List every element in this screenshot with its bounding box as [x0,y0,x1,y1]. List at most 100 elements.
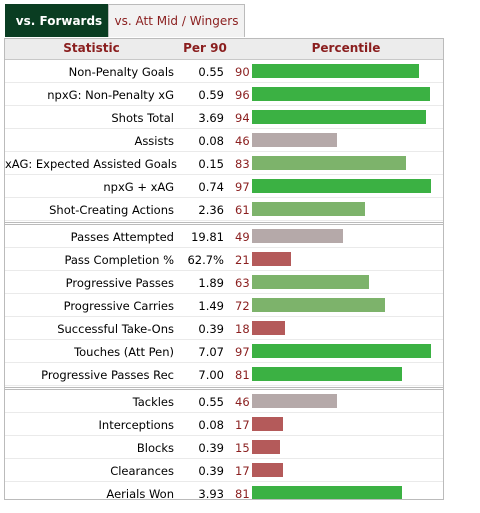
percentile-bar [252,229,343,243]
percentile-value: 61 [235,203,250,217]
table-row: Shot-Creating Actions 2.36 61 [5,198,443,221]
percentile-value: 17 [235,464,250,478]
percentile-value: 81 [235,487,250,500]
table-row: Aerials Won 3.93 81 [5,482,443,500]
table-row: Progressive Passes Rec 7.00 81 [5,363,443,386]
stat-name: npxG: Non-Penalty xG [47,88,174,102]
percentile-value: 15 [235,441,250,455]
stat-name: Interceptions [98,418,174,432]
percentile-bar [252,156,406,170]
table-row: Progressive Carries 1.49 72 [5,294,443,317]
percentile-value: 18 [235,322,250,336]
percentile-value: 49 [235,230,250,244]
stat-name: Passes Attempted [70,230,174,244]
per90-value: 0.74 [198,180,224,194]
percentile-value: 90 [235,65,250,79]
percentile-bar [252,486,402,499]
per90-value: 0.08 [198,134,224,148]
percentile-bar [252,367,402,381]
stat-name: Progressive Passes [65,276,174,290]
percentile-bar [252,87,430,101]
percentile-value: 81 [235,368,250,382]
table-row: Shots Total 3.69 94 [5,106,443,129]
per90-value: 2.36 [198,203,224,217]
table-row: Progressive Passes 1.89 63 [5,271,443,294]
stat-name: Successful Take-Ons [57,322,174,336]
percentile-value: 97 [235,180,250,194]
per90-value: 62.7% [187,253,224,267]
percentile-bar [252,202,365,216]
stat-name: Shot-Creating Actions [49,203,174,217]
per90-value: 1.89 [198,276,224,290]
header-per90: Per 90 [183,41,227,55]
stat-name: Touches (Att Pen) [74,345,174,359]
stat-name: Progressive Carries [63,299,174,313]
stat-name: Pass Completion % [64,253,174,267]
table-row: Interceptions 0.08 17 [5,413,443,436]
percentile-value: 94 [235,111,250,125]
table-row: xAG: Expected Assisted Goals 0.15 83 [5,152,443,175]
percentile-value: 46 [235,134,250,148]
percentile-value: 63 [235,276,250,290]
table-row: Assists 0.08 46 [5,129,443,152]
table-header: Statistic Per 90 Percentile [5,39,443,60]
per90-value: 0.55 [198,395,224,409]
table-row: Clearances 0.39 17 [5,459,443,482]
percentile-value: 72 [235,299,250,313]
group-separator [5,222,443,225]
table-row: Tackles 0.55 46 [5,390,443,413]
percentile-bar [252,394,337,408]
percentile-value: 46 [235,395,250,409]
stat-name: Non-Penalty Goals [68,65,174,79]
table-row: Passes Attempted 19.81 49 [5,225,443,248]
table-row: npxG: Non-Penalty xG 0.59 96 [5,83,443,106]
percentile-bar [252,252,291,266]
tab-vs-forwards[interactable]: vs. Forwards [5,4,113,37]
percentile-value: 21 [235,253,250,267]
stat-name: Blocks [136,441,174,455]
percentile-bar [252,64,419,78]
stat-name: Clearances [110,464,174,478]
per90-value: 0.39 [198,464,224,478]
per90-value: 0.39 [198,322,224,336]
per90-value: 7.07 [198,345,224,359]
stat-name: Assists [134,134,174,148]
per90-value: 0.39 [198,441,224,455]
tab-vs-att-mid-wingers[interactable]: vs. Att Mid / Wingers [108,4,245,37]
percentile-bar [252,298,385,312]
per90-value: 3.93 [198,487,224,500]
stat-name: npxG + xAG [103,180,174,194]
table-row: Blocks 0.39 15 [5,436,443,459]
per90-value: 1.49 [198,299,224,313]
table-row: Successful Take-Ons 0.39 18 [5,317,443,340]
group-separator [5,387,443,390]
table-row: Pass Completion % 62.7% 21 [5,248,443,271]
per90-value: 19.81 [191,230,224,244]
stat-name: Progressive Passes Rec [41,368,174,382]
stat-name: xAG: Expected Assisted Goals [5,157,177,171]
percentile-bar [252,463,283,477]
table-row: Non-Penalty Goals 0.55 90 [5,60,443,83]
per90-value: 7.00 [198,368,224,382]
stat-name: Tackles [132,395,174,409]
percentile-bar [252,275,369,289]
stat-name: Shots Total [111,111,174,125]
percentile-value: 17 [235,418,250,432]
percentile-bar [252,344,431,358]
per90-value: 0.08 [198,418,224,432]
percentile-bar [252,133,337,147]
percentile-bar [252,440,280,454]
percentile-value: 97 [235,345,250,359]
percentile-value: 83 [235,157,250,171]
stat-name: Aerials Won [106,487,174,500]
table-row: Touches (Att Pen) 7.07 97 [5,340,443,363]
per90-value: 0.15 [198,157,224,171]
header-percentile: Percentile [311,41,381,55]
scouting-report-table: Statistic Per 90 Percentile Non-Penalty … [4,38,444,500]
percentile-value: 96 [235,88,250,102]
table-row: npxG + xAG 0.74 97 [5,175,443,198]
per90-value: 0.59 [198,88,224,102]
percentile-bar [252,321,285,335]
percentile-bar [252,110,426,124]
header-statistic: Statistic [63,41,120,55]
